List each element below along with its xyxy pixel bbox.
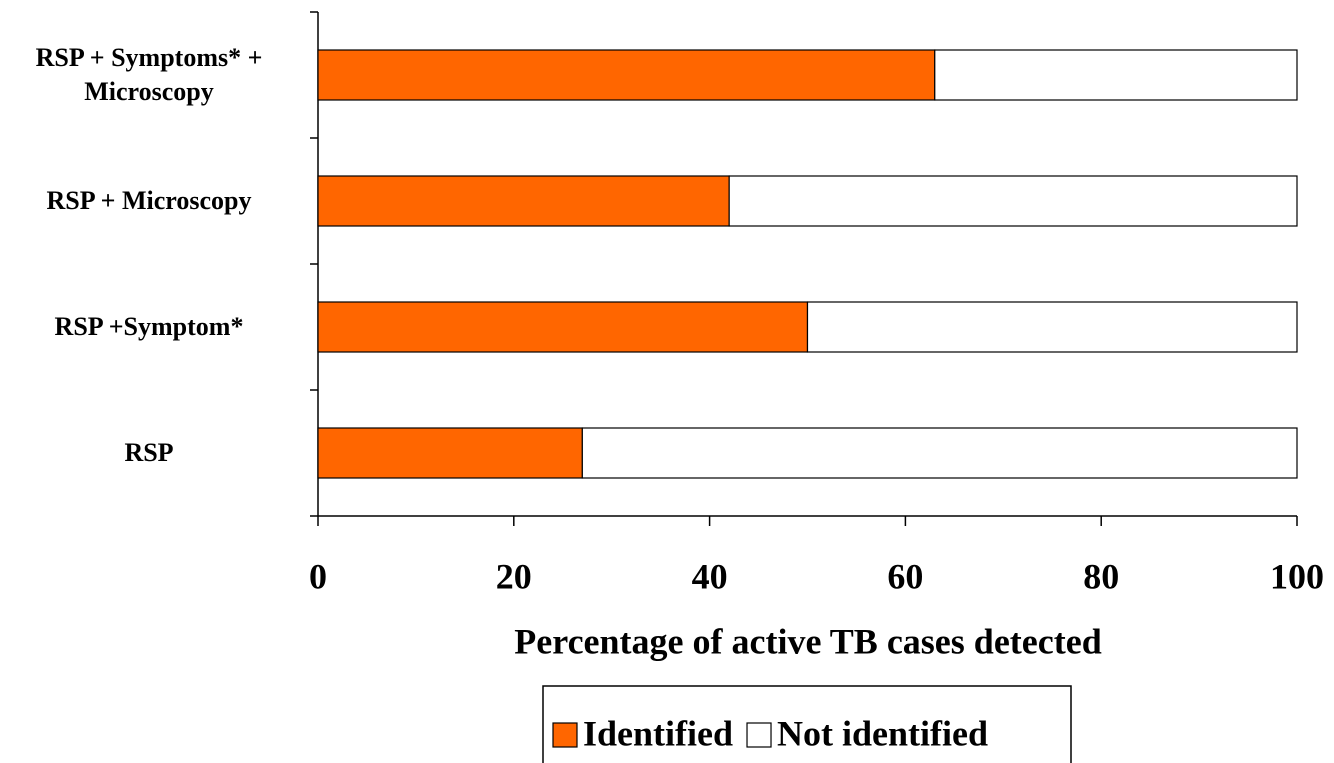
bar-segment xyxy=(581,427,1298,479)
bar-segment xyxy=(806,301,1298,353)
legend-label: Identified xyxy=(583,713,733,753)
y-tick-label: RSP xyxy=(124,438,174,467)
legend-label: Not identified xyxy=(777,713,988,753)
x-tick-label: 20 xyxy=(496,556,532,596)
bar-segment xyxy=(317,427,583,479)
bar-segment xyxy=(728,175,1298,227)
bar-segment xyxy=(317,301,809,353)
bar-segment xyxy=(317,49,936,101)
y-tick-label: RSP +Symptom* xyxy=(54,312,244,341)
bar-segment xyxy=(934,49,1298,101)
legend-swatch xyxy=(746,722,772,748)
legend-box xyxy=(542,685,1072,763)
x-tick-label: 40 xyxy=(692,556,728,596)
x-tick-label: 60 xyxy=(887,556,923,596)
bar-segment xyxy=(317,175,730,227)
y-tick-label: RSP + Symptoms* + Microscopy xyxy=(35,43,263,106)
x-axis-title: Percentage of active TB cases detected xyxy=(514,621,1101,661)
y-tick-label: RSP + Microscopy xyxy=(46,186,252,215)
x-tick-label: 100 xyxy=(1270,556,1324,596)
legend-swatch xyxy=(552,722,578,748)
x-tick-label: 80 xyxy=(1083,556,1119,596)
x-tick-label: 0 xyxy=(309,556,327,596)
